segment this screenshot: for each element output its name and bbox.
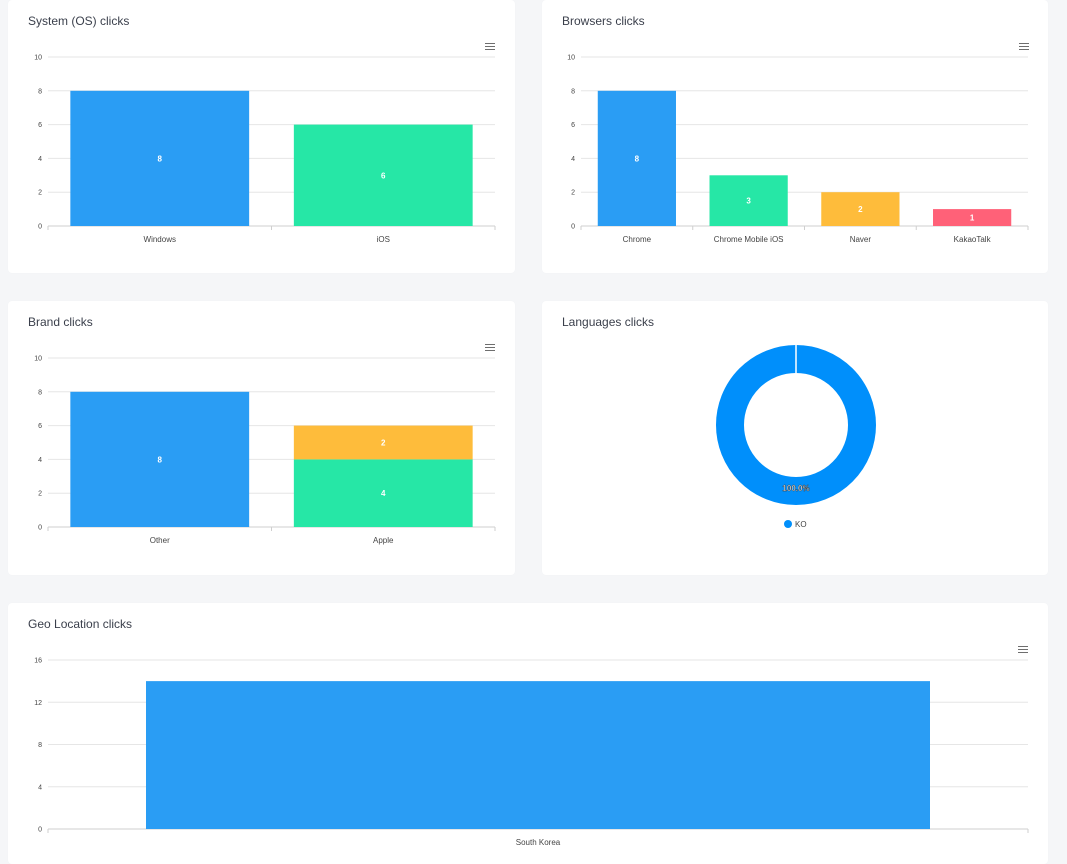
hamburger-menu-icon[interactable]: [1018, 646, 1028, 654]
bar[interactable]: [821, 192, 900, 226]
y-tick-label: 8: [38, 742, 42, 749]
legend-label[interactable]: KO: [795, 520, 807, 529]
bar[interactable]: [933, 209, 1012, 226]
x-category-label: Chrome Mobile iOS: [714, 235, 784, 244]
y-tick-label: 6: [38, 122, 42, 129]
os-clicks-title: System (OS) clicks: [28, 14, 130, 28]
bar-data-label: 2: [858, 205, 863, 214]
y-tick-label: 2: [38, 190, 42, 197]
y-tick-label: 4: [38, 156, 42, 163]
y-tick-label: 4: [38, 784, 42, 791]
bar-data-label: 8: [158, 455, 163, 464]
y-tick-label: 2: [38, 491, 42, 498]
x-category-label: South Korea: [516, 838, 561, 847]
bar-data-label: 3: [746, 197, 751, 206]
bar-data-label: 2: [381, 439, 386, 448]
brand-clicks-title: Brand clicks: [28, 315, 93, 329]
brand-clicks-chart: 0 2 4 6 8 10 8 Other 4 2 Apple: [34, 356, 496, 545]
bar[interactable]: [293, 425, 473, 460]
x-category-label: Naver: [850, 235, 872, 244]
y-tick-label: 0: [571, 224, 575, 231]
donut-slice[interactable]: [716, 345, 876, 505]
y-tick-label: 6: [38, 423, 42, 430]
slice-percent-label: 100.0%: [782, 484, 809, 493]
bar-data-label: 6: [381, 171, 386, 180]
geo-clicks-card: Geo Location clicks 0 4 8 12 16 South Korea: [8, 603, 1048, 864]
os-clicks-card: System (OS) clicks 0 2 4 6 8 10 8 Windows 6 iOS: [8, 0, 515, 273]
languages-clicks-card: Languages clicks 100.0% KO: [542, 301, 1048, 575]
languages-clicks-chart: 100.0% KO: [716, 345, 876, 529]
y-tick-label: 8: [38, 389, 42, 396]
y-tick-label: 8: [38, 88, 42, 95]
geo-clicks-chart: 0 4 8 12 16 South Korea: [34, 658, 1029, 847]
y-tick-label: 12: [34, 700, 42, 707]
y-tick-label: 2: [571, 190, 575, 197]
x-category-label: Other: [150, 536, 170, 545]
y-tick-label: 0: [38, 827, 42, 834]
brand-clicks-card: Brand clicks 0 2 4 6 8 10 8 Other 4 2 Apple: [8, 301, 515, 575]
x-category-label: Windows: [144, 235, 176, 244]
y-tick-label: 6: [571, 122, 575, 129]
y-tick-label: 10: [34, 356, 42, 363]
bar-data-label: 4: [381, 489, 386, 498]
bar-data-label: 8: [635, 154, 640, 163]
bar[interactable]: [597, 90, 676, 226]
languages-clicks-title: Languages clicks: [562, 315, 655, 329]
bar-data-label: 1: [970, 214, 975, 223]
y-tick-label: 0: [38, 224, 42, 231]
browsers-clicks-title: Browsers clicks: [562, 14, 645, 28]
bar[interactable]: [146, 681, 930, 829]
hamburger-menu-icon[interactable]: [485, 43, 495, 51]
bar[interactable]: [70, 90, 250, 226]
y-tick-label: 10: [34, 55, 42, 62]
browsers-clicks-card: Browsers clicks 0 2 4 6 8 10 8 Chrome 3 Chrome Mo…: [542, 0, 1048, 273]
y-tick-label: 16: [34, 658, 42, 665]
x-category-label: Chrome: [623, 235, 652, 244]
x-category-label: KakaoTalk: [954, 235, 992, 244]
x-category-label: iOS: [377, 235, 390, 244]
y-tick-label: 0: [38, 525, 42, 532]
bar[interactable]: [709, 175, 788, 226]
x-category-label: Apple: [373, 536, 394, 545]
y-tick-label: 10: [567, 55, 575, 62]
bar[interactable]: [293, 124, 473, 226]
browsers-clicks-chart: 0 2 4 6 8 10 8 Chrome 3 Chrome Mobile iOS 2 Naver 1 K…: [567, 55, 1029, 244]
y-tick-label: 4: [571, 156, 575, 163]
y-tick-label: 8: [571, 88, 575, 95]
bar[interactable]: [293, 459, 473, 527]
geo-clicks-title: Geo Location clicks: [28, 617, 133, 631]
hamburger-menu-icon[interactable]: [1019, 43, 1029, 51]
legend-marker[interactable]: [784, 520, 792, 528]
bar[interactable]: [70, 391, 250, 527]
y-tick-label: 4: [38, 457, 42, 464]
hamburger-menu-icon[interactable]: [485, 344, 495, 352]
os-clicks-chart: 0 2 4 6 8 10 8 Windows 6 iOS: [34, 55, 496, 244]
bar-data-label: 8: [158, 154, 163, 163]
